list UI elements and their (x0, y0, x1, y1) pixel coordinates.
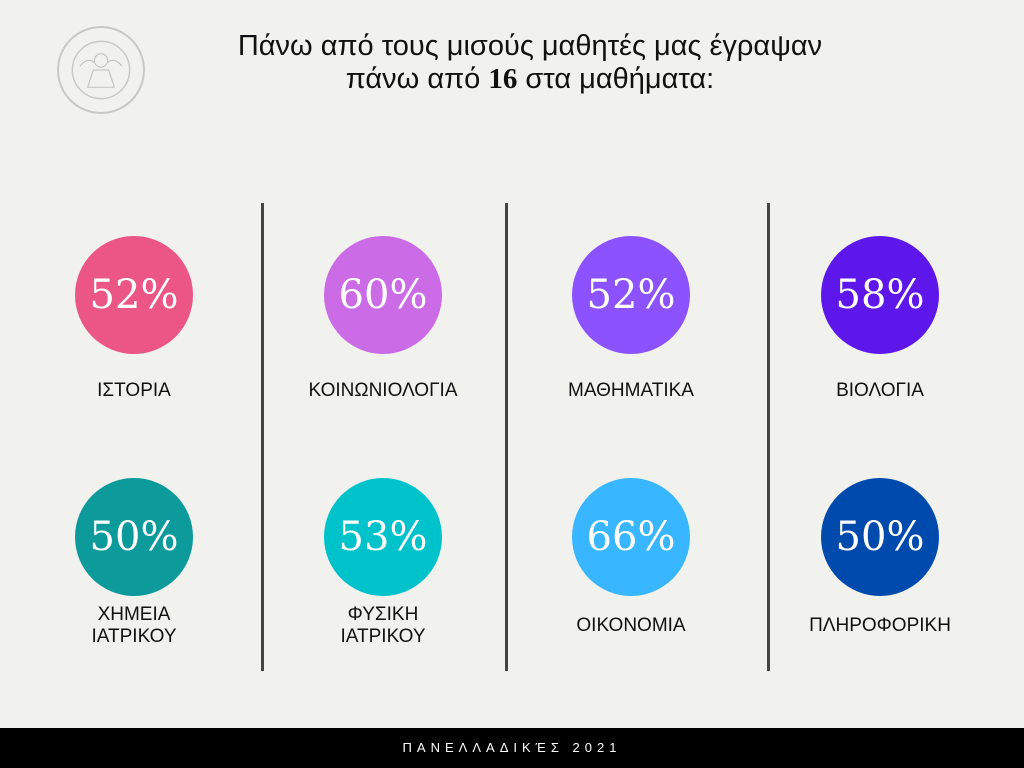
title-line-1: Πάνω από τους μισούς μαθητές μας έγραψαν (237, 30, 823, 62)
title-number: 16 (488, 63, 518, 95)
stat-circle: 52% (572, 236, 690, 354)
title-text: στα μαθήματα: (517, 63, 715, 95)
stat-label: ΧΗΜΕΙΑ ΙΑΤΡΙΚΟΥ (91, 604, 177, 647)
divider (767, 203, 770, 671)
stat-label: ΦΥΣΙΚΗ ΙΑΤΡΙΚΟΥ (340, 604, 426, 647)
stat-value: 53% (338, 514, 428, 560)
stat-label: ΠΛΗΡΟΦΟΡΙΚΗ (809, 615, 951, 636)
page-title: Πάνω από τους μισούς μαθητές μας έγραψαν… (150, 30, 910, 96)
stat-circle: 52% (75, 236, 193, 354)
stat-label: ΒΙΟΛΟΓΙΑ (836, 380, 924, 401)
divider (261, 203, 264, 671)
stat-circle: 58% (821, 236, 939, 354)
stat-circle: 50% (75, 478, 193, 596)
stat-label: ΙΣΤΟΡΙΑ (97, 380, 171, 401)
stat-value: 52% (586, 272, 676, 318)
stat-value: 66% (586, 514, 676, 560)
stat-value: 60% (338, 272, 428, 318)
stat-value: 50% (835, 514, 925, 560)
stat-label: ΟΙΚΟΝΟΜΙΑ (576, 615, 686, 636)
stat-label: ΜΑΘΗΜΑΤΙΚΑ (568, 380, 694, 401)
stat-label: ΚΟΙΝΩΝΙΟΛΟΓΙΑ (308, 380, 458, 401)
divider (505, 203, 508, 671)
stat-value: 58% (835, 272, 925, 318)
stat-value: 50% (89, 514, 179, 560)
title-text: πάνω από (345, 63, 489, 95)
logo-seal (57, 26, 145, 114)
stat-circle: 50% (821, 478, 939, 596)
stat-circle: 66% (572, 478, 690, 596)
stat-circle: 60% (324, 236, 442, 354)
stat-circle: 53% (324, 478, 442, 596)
title-line-2: πάνω από 16 στα μαθήματα: (150, 63, 910, 96)
footer: ΠΑΝΕΛΛΑΔΙΚΈΣ 2021 (0, 728, 1024, 768)
stat-value: 52% (89, 272, 179, 318)
